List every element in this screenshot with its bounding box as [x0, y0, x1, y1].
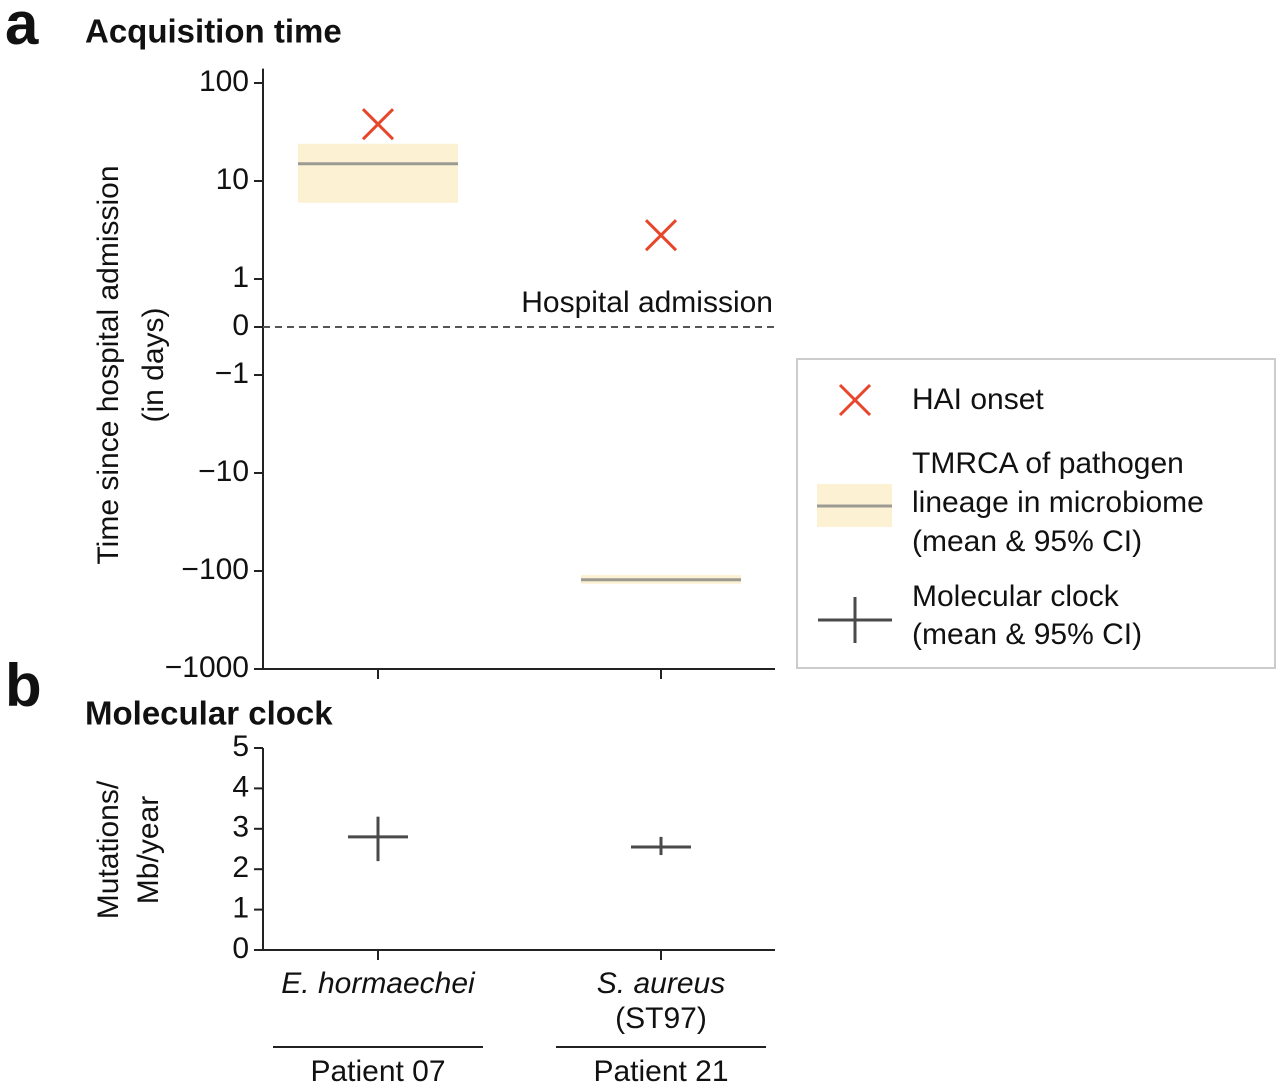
- x-tick-label: S. aureus: [597, 967, 725, 1000]
- legend-label: TMRCA of pathogen: [912, 447, 1184, 480]
- legend-label: HAI onset: [912, 383, 1044, 416]
- chart-title: Acquisition time: [85, 13, 342, 50]
- legend-label: (mean & 95% CI): [912, 525, 1142, 558]
- legend-x: [838, 383, 872, 417]
- y-tick-label: 0: [232, 932, 249, 965]
- y-tick-label: 100: [199, 65, 249, 98]
- marker-stroke: [361, 108, 395, 141]
- panel-letter: a: [5, 0, 39, 57]
- y-tick-label: 1: [232, 261, 249, 294]
- x-tick-label: E. hormaechei: [281, 967, 476, 1000]
- ci-band: [298, 143, 458, 203]
- y-tick-label: 3: [232, 811, 249, 844]
- y-tick-label: −10: [198, 455, 249, 488]
- group-label: Patient 21: [593, 1055, 728, 1088]
- x-tick-label: (ST97): [615, 1002, 707, 1035]
- y-axis-label: (in days): [137, 307, 170, 422]
- y-tick-label: −100: [181, 553, 249, 586]
- hai-marker: [361, 108, 395, 141]
- y-tick-label: 0: [232, 309, 249, 342]
- legend-label: Molecular clock: [912, 580, 1120, 613]
- y-tick-label: 5: [232, 730, 249, 763]
- legend-label: lineage in microbiome: [912, 486, 1204, 519]
- y-tick-label: 10: [216, 163, 249, 196]
- marker-stroke: [644, 219, 678, 252]
- legend-label: (mean & 95% CI): [912, 618, 1142, 651]
- y-tick-label: −1: [215, 357, 249, 390]
- y-tick-label: 4: [232, 770, 249, 803]
- panel-letter: b: [5, 652, 42, 719]
- chart-title: Molecular clock: [85, 695, 333, 732]
- y-tick-label: 1: [232, 892, 249, 925]
- y-axis-label: Mb/year: [132, 796, 165, 904]
- hai-marker: [644, 219, 678, 252]
- reference-label: Hospital admission: [521, 286, 773, 319]
- y-tick-label: 2: [232, 851, 249, 884]
- y-axis-label: Mutations/: [92, 780, 125, 919]
- y-axis-label: Time since hospital admission: [92, 165, 125, 564]
- group-label: Patient 07: [310, 1055, 445, 1088]
- y-tick-label: −1000: [165, 651, 249, 684]
